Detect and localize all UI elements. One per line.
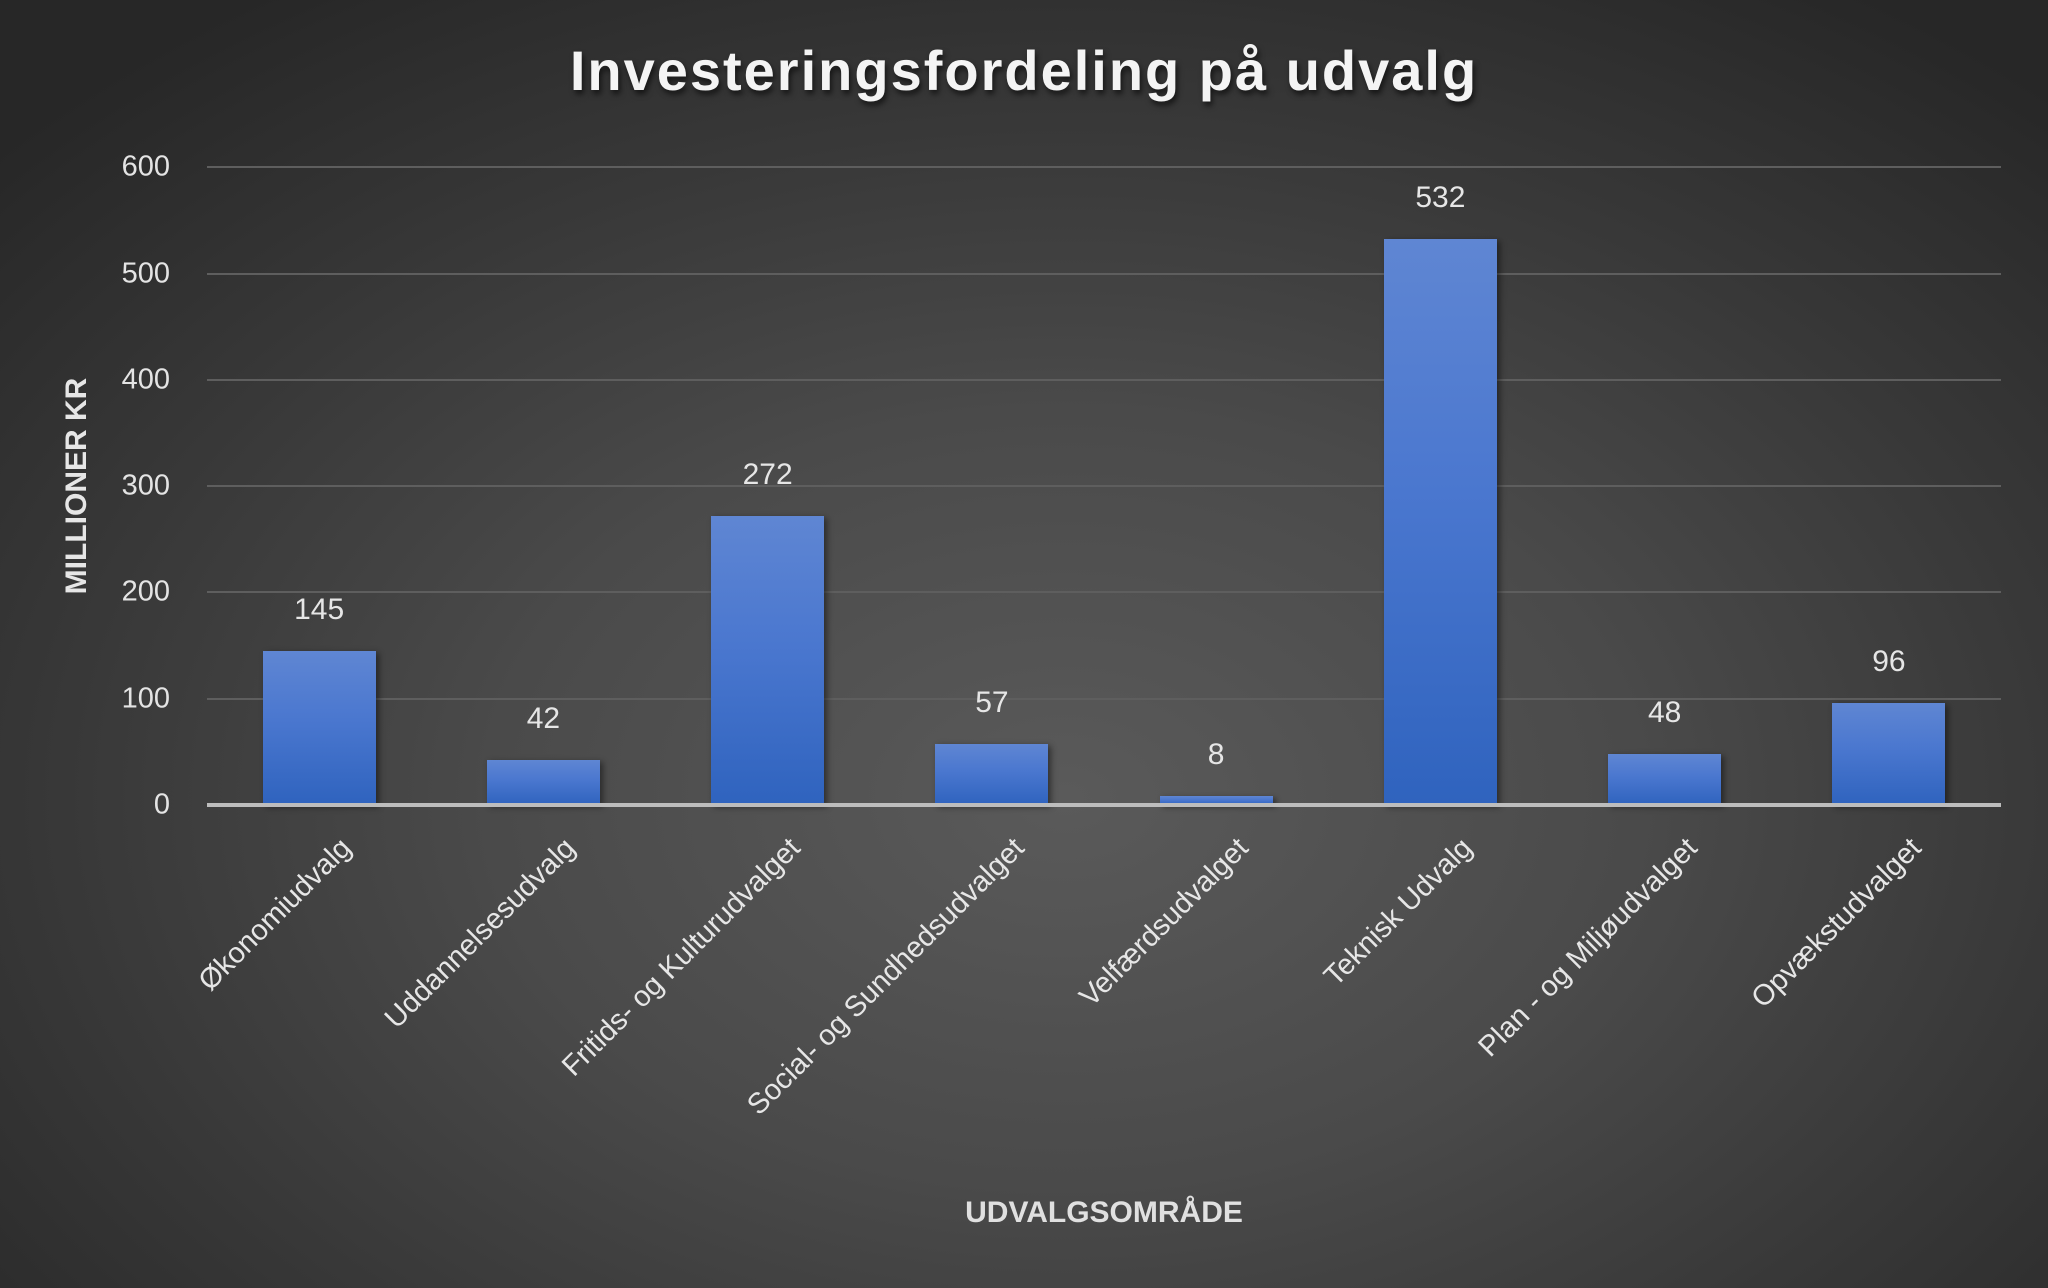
x-axis-line [207, 803, 2001, 807]
bar[interactable] [1832, 702, 1946, 805]
bar[interactable] [262, 650, 376, 805]
bar[interactable] [1608, 753, 1722, 805]
gridline [207, 166, 2001, 169]
data-label: 272 [742, 457, 793, 491]
data-label: 57 [975, 686, 1009, 720]
chart-title: Investeringsfordeling på udvalg [569, 39, 1479, 102]
x-tick-label: Teknisk Udvalg [1318, 832, 1480, 993]
data-label: 48 [1647, 695, 1682, 729]
x-tick-label: Fritids- og Kulturudvalget [555, 832, 807, 1083]
gridline [207, 378, 2001, 381]
y-tick-label: 600 [121, 150, 170, 183]
gridline [207, 697, 2001, 700]
data-label: 145 [294, 592, 345, 626]
y-tick-label: 200 [121, 575, 170, 608]
y-tick-label: 400 [121, 363, 170, 396]
bar[interactable] [486, 760, 600, 805]
x-tick-label: Opvækstudvalget [1745, 832, 1928, 1015]
y-tick-label: 100 [121, 682, 170, 715]
data-label: 42 [526, 702, 561, 736]
gridline [207, 591, 2001, 594]
bar[interactable] [1159, 796, 1273, 805]
x-tick-label: Plan - og Miljøudvalget [1472, 832, 1704, 1064]
y-tick-label: 500 [121, 257, 170, 289]
x-tick-label: Økonomiudvalg [192, 832, 358, 998]
y-tick-label: 0 [153, 788, 170, 821]
gridline [207, 272, 2001, 275]
y-tick-label: 300 [121, 469, 170, 502]
bar[interactable] [1383, 239, 1497, 805]
x-tick-label: Velfærdsudvalget [1073, 832, 1255, 1014]
data-label: 96 [1872, 644, 1906, 678]
data-label: 532 [1415, 181, 1466, 215]
gridline [207, 485, 2001, 488]
bar[interactable] [935, 744, 1049, 805]
x-axis-title: UDVALGSOMRÅDE [965, 1196, 1243, 1229]
bar[interactable] [711, 515, 825, 805]
x-tick-label: Uddannelsesudvalg [379, 832, 583, 1035]
data-label: 8 [1207, 738, 1225, 772]
